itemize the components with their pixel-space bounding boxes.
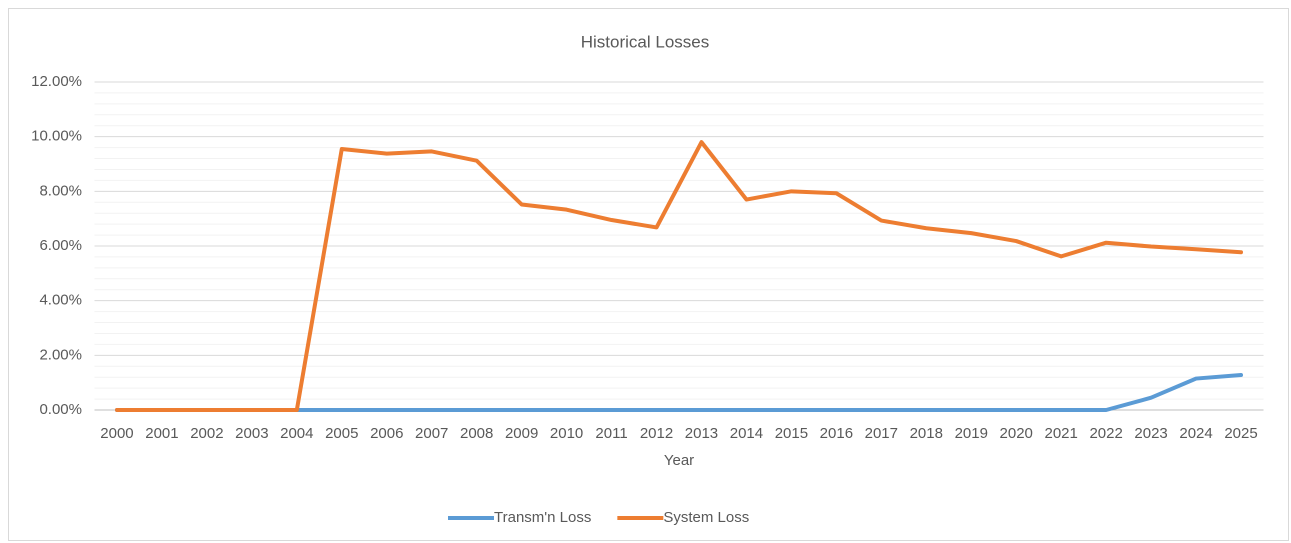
x-tick-label: 2020 [1000, 425, 1033, 442]
series-line [114, 140, 1244, 412]
x-tick-label: 2022 [1089, 425, 1122, 442]
x-tick-label: 2015 [775, 425, 808, 442]
x-tick-label: 2008 [460, 425, 493, 442]
x-tick-label: 2017 [865, 425, 898, 442]
y-tick-label: 10.00% [31, 128, 82, 145]
y-tick-label: 4.00% [39, 292, 82, 309]
x-tick-label: 2025 [1224, 425, 1257, 442]
x-tick-label: 2019 [955, 425, 988, 442]
x-tick-label: 2005 [325, 425, 358, 442]
legend-label: System Loss [663, 509, 749, 526]
x-tick-label: 2000 [100, 425, 133, 442]
y-tick-label: 8.00% [39, 182, 82, 199]
x-tick-label: 2014 [730, 425, 763, 442]
x-tick-label: 2002 [190, 425, 223, 442]
x-tick-label: 2004 [280, 425, 313, 442]
x-axis-label: Year [664, 452, 694, 469]
series-line [114, 373, 1244, 412]
x-tick-label: 2003 [235, 425, 268, 442]
x-tick-label: 2012 [640, 425, 673, 442]
y-tick-label: 12.00% [31, 73, 82, 90]
chart-title: Historical Losses [581, 32, 710, 51]
x-tick-label: 2024 [1179, 425, 1212, 442]
y-tick-label: 2.00% [39, 346, 82, 363]
y-tick-label: 6.00% [39, 237, 82, 254]
x-tick-label: 2001 [145, 425, 178, 442]
x-tick-label: 2016 [820, 425, 853, 442]
x-tick-label: 2007 [415, 425, 448, 442]
x-tick-label: 2021 [1044, 425, 1077, 442]
x-tick-label: 2013 [685, 425, 718, 442]
y-tick-label: 0.00% [39, 401, 82, 418]
chart-border [8, 8, 1289, 541]
legend-label: Transm'n Loss [494, 509, 591, 526]
x-tick-label: 2011 [595, 425, 627, 442]
x-tick-label: 2018 [910, 425, 943, 442]
x-tick-label: 2023 [1134, 425, 1167, 442]
x-tick-label: 2010 [550, 425, 583, 442]
x-tick-label: 2006 [370, 425, 403, 442]
x-tick-label: 2009 [505, 425, 538, 442]
